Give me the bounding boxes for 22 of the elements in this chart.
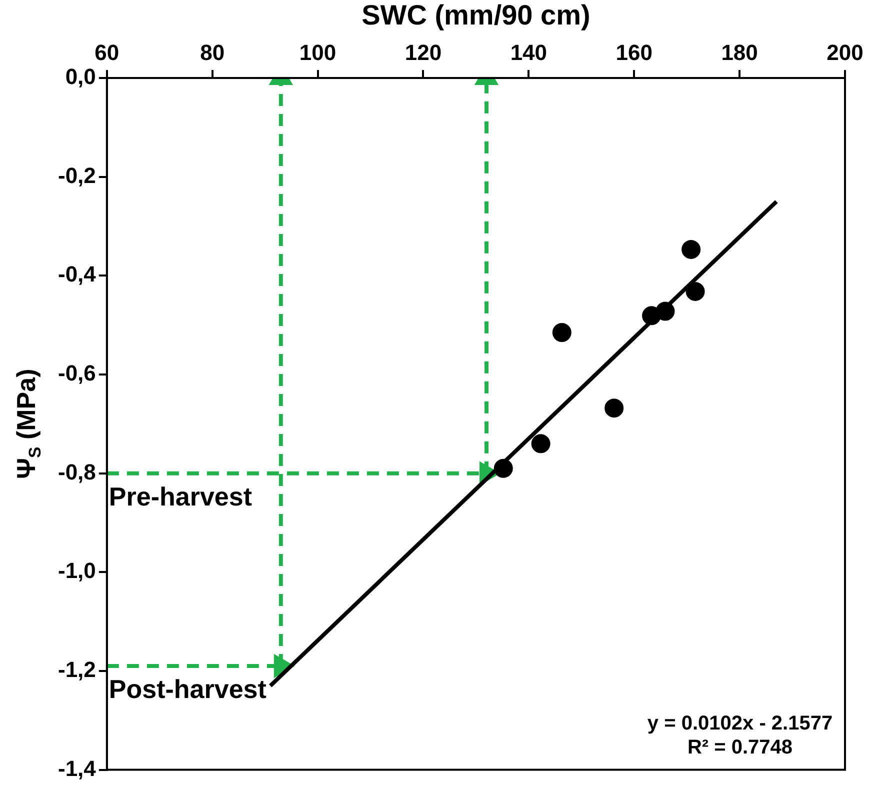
x-tick-label: 80 bbox=[200, 40, 225, 65]
x-tick-label: 200 bbox=[826, 40, 864, 65]
y-tick-label: -1,0 bbox=[58, 558, 96, 584]
annotation: R² = 0.7748 bbox=[687, 736, 793, 758]
y-tick-label: -1,2 bbox=[58, 657, 96, 682]
y-tick-label: -0,2 bbox=[58, 162, 96, 188]
x-tick-label: 100 bbox=[299, 40, 336, 65]
x-tick-label: 180 bbox=[721, 40, 758, 65]
y-tick-label: 0,0 bbox=[65, 64, 96, 90]
annotation: Pre-harvest bbox=[108, 481, 252, 512]
x-tick-label: 120 bbox=[404, 40, 442, 65]
annotation: Post-harvest bbox=[108, 674, 267, 704]
y-axis-title: ΨS (MPa) bbox=[11, 368, 44, 480]
y-tick-label: -0,4 bbox=[58, 262, 97, 287]
y-tick-label: -0,6 bbox=[58, 360, 96, 386]
x-tick-label: 160 bbox=[616, 40, 652, 65]
x-tick-label: 60 bbox=[94, 40, 120, 65]
x-tick-label: 140 bbox=[510, 40, 548, 65]
y-tick-label: -1,4 bbox=[58, 756, 97, 781]
annotation: y = 0.0102x - 2.1577 bbox=[647, 712, 833, 734]
y-tick-label: -0,8 bbox=[58, 459, 96, 484]
x-axis-title: SWC (mm/90 cm) bbox=[362, 0, 590, 31]
